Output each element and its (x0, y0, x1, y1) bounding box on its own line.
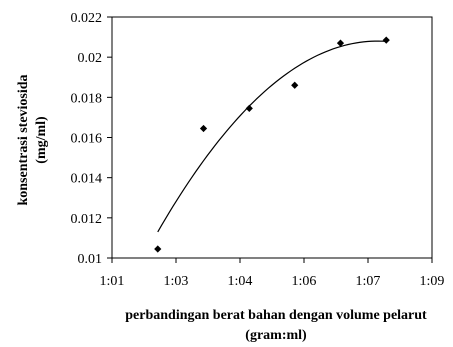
y-tick-label: 0.012 (71, 212, 103, 227)
y-tick-label: 0.018 (71, 91, 103, 106)
plot-border (111, 16, 433, 259)
data-points (154, 36, 390, 253)
x-axis-ticks: 1:01 1:03 1:04 1:06 1:07 1:09 (100, 258, 445, 289)
data-point (336, 39, 345, 47)
x-tick-label: 1:03 (164, 274, 189, 289)
x-tick-label: 1:06 (292, 274, 317, 289)
data-point (154, 245, 162, 253)
plot-area (111, 16, 433, 259)
data-point (245, 104, 253, 112)
x-tick-label: 1:07 (356, 274, 381, 289)
x-axis-title-line1: perbandingan berat bahan dengan volume p… (125, 308, 427, 323)
y-tick-label: 0.022 (71, 11, 103, 26)
y-tick-label: 0.01 (78, 252, 103, 267)
y-tick-label: 0.02 (78, 51, 103, 66)
data-point (291, 81, 299, 89)
x-tick-label: 1:09 (420, 274, 445, 289)
x-tick-label: 1:01 (100, 274, 125, 289)
y-tick-label: 0.014 (71, 172, 103, 187)
trendline (157, 40, 387, 233)
x-axis-title-line2: (gram:ml) (245, 328, 307, 343)
y-axis-title-line2: (mg/ml) (34, 116, 49, 164)
y-axis-title-line1: konsentrasi steviosida (16, 74, 31, 205)
trendline-group (157, 40, 387, 233)
data-point (199, 124, 208, 133)
x-tick-label: 1:04 (228, 274, 253, 289)
y-tick-label: 0.016 (71, 132, 103, 147)
data-point (382, 36, 390, 44)
y-axis-ticks: 0.01 0.012 0.014 0.016 0.018 0.02 0.022 (71, 11, 112, 267)
